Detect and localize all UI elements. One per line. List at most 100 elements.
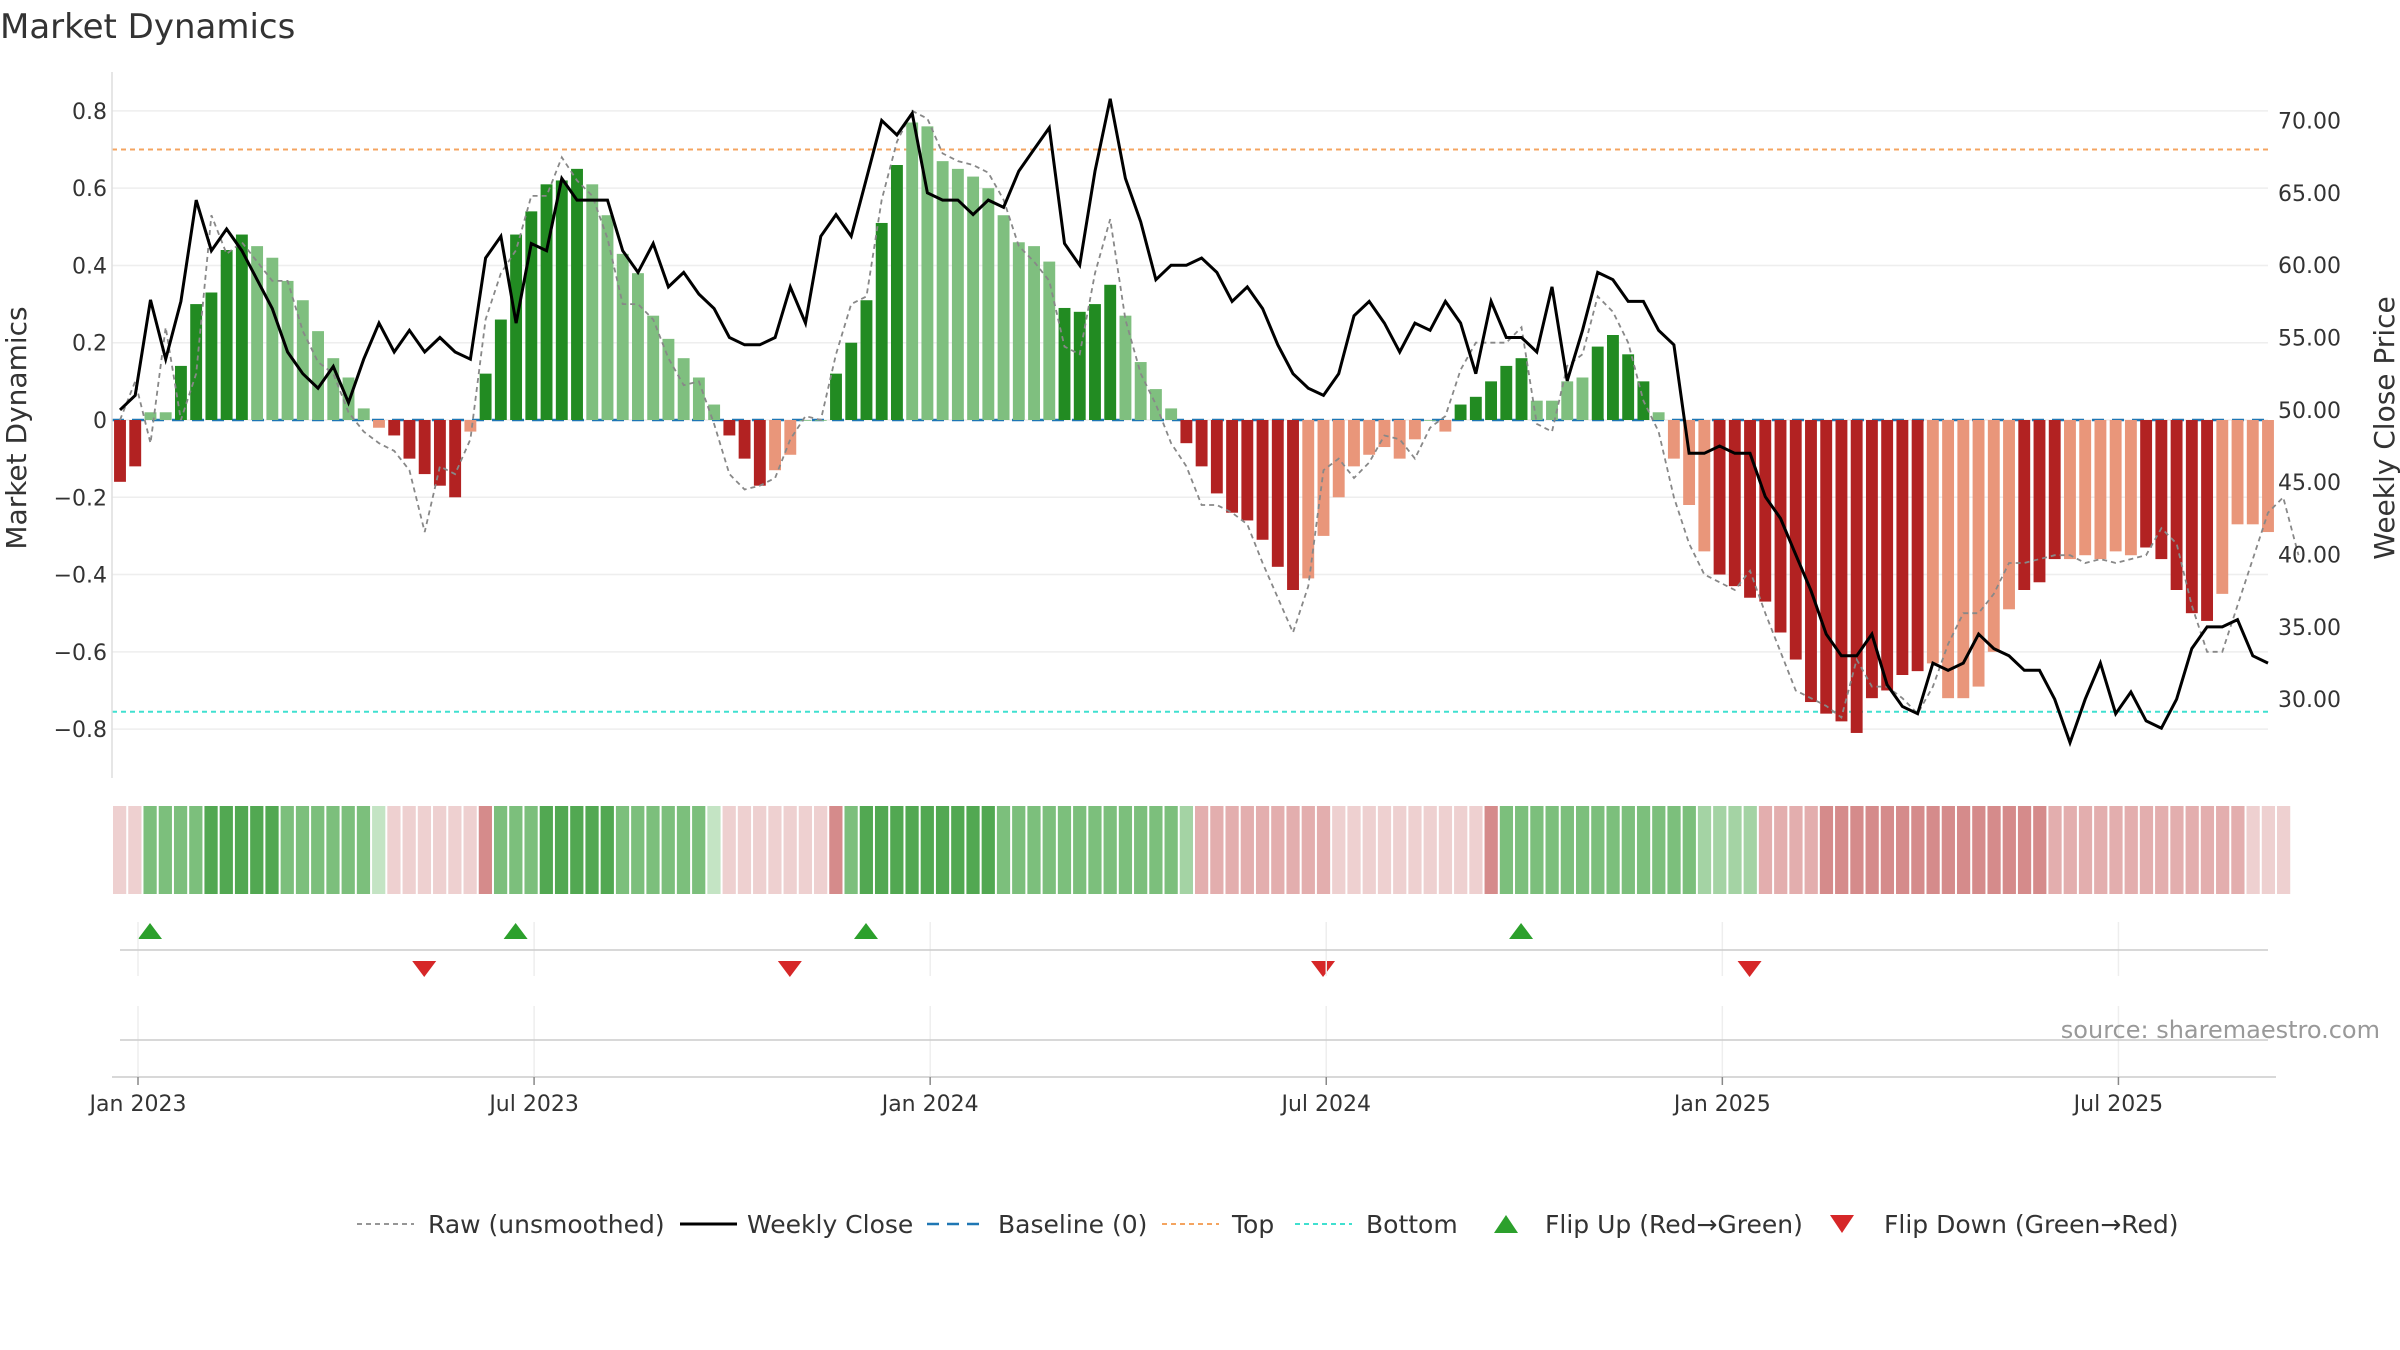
regime-strip-cell xyxy=(1941,806,1955,894)
regime-strip-cell xyxy=(1667,806,1681,894)
regime-strip-cell xyxy=(143,806,157,894)
histogram-bar xyxy=(845,342,858,420)
regime-strip-cell xyxy=(1042,806,1056,894)
regime-strip-cell xyxy=(1713,806,1727,894)
histogram-bar xyxy=(997,215,1010,420)
histogram-bar xyxy=(235,234,248,420)
legend-swatch-flip-up xyxy=(1494,1215,1518,1233)
histogram-bar xyxy=(784,420,797,455)
y-left-tick-label: −0.2 xyxy=(54,486,107,511)
histogram-bar xyxy=(2262,420,2274,533)
flip-up-marker xyxy=(1509,923,1534,939)
regime-strip-cell xyxy=(204,806,218,894)
y-left-tick-label: −0.6 xyxy=(54,641,107,666)
chart-title: Market Dynamics xyxy=(0,7,295,47)
regime-strip-cell xyxy=(2017,806,2032,894)
histogram-bar xyxy=(616,253,629,420)
regime-strip-cell xyxy=(113,806,127,894)
legend-label: Flip Up (Red→Green) xyxy=(1545,1210,1803,1239)
histogram-bar xyxy=(1378,420,1391,448)
histogram-bar xyxy=(1530,400,1543,420)
regime-strip-cell xyxy=(1774,806,1788,894)
regime-strip-cell xyxy=(2109,806,2123,894)
histogram-bar xyxy=(2185,420,2198,614)
regime-strip-cell xyxy=(509,806,523,894)
histogram-bar xyxy=(1881,420,1894,691)
regime-strip-cell xyxy=(600,806,614,894)
regime-strip-cell xyxy=(493,806,508,894)
histogram-bar xyxy=(266,257,279,420)
y-left-tick-label: 0.4 xyxy=(72,254,107,279)
histogram-bar xyxy=(433,420,446,486)
regime-strip-cell xyxy=(2216,806,2230,894)
regime-strip-cell xyxy=(737,806,752,894)
regime-strip-cell xyxy=(295,806,310,894)
regime-strip-cell xyxy=(585,806,599,894)
regime-strip-cell xyxy=(1301,806,1315,894)
histogram-bar xyxy=(494,319,507,420)
regime-strip-cell xyxy=(1515,806,1529,894)
regime-strip-cell xyxy=(2033,806,2047,894)
y-left-tick-label: 0 xyxy=(93,409,107,434)
regime-strip-cell xyxy=(1591,806,1605,894)
regime-strip-cell xyxy=(2277,806,2291,894)
regime-strip-cell xyxy=(448,806,462,894)
regime-strip-cell xyxy=(768,806,782,894)
histogram-bar xyxy=(571,168,583,420)
regime-strip-cell xyxy=(234,806,249,894)
regime-strip-cell xyxy=(539,806,553,894)
regime-strip-cell xyxy=(1530,806,1544,894)
histogram-bars xyxy=(114,122,2274,733)
y-left-tick-label: −0.8 xyxy=(54,718,107,743)
legend-label: Bottom xyxy=(1366,1210,1458,1239)
histogram-bar xyxy=(1089,304,1101,420)
histogram-bar xyxy=(1546,400,1558,420)
histogram-bar xyxy=(144,412,157,420)
histogram-bar xyxy=(647,315,660,420)
histogram-bar xyxy=(1926,420,1939,664)
x-axis: Jan 2023 Jul 2023 Jan 2024 Jul 2024 Jan 2025… xyxy=(88,922,2276,1117)
histogram-bar xyxy=(1287,420,1299,590)
legend-swatch-flip-down xyxy=(1830,1215,1854,1233)
regime-strip-cell xyxy=(2200,806,2215,894)
regime-strip-cell xyxy=(2261,806,2275,894)
histogram-bar xyxy=(479,373,492,420)
histogram-bar xyxy=(1439,420,1452,432)
histogram-bar xyxy=(1835,420,1848,722)
regime-strip-cell xyxy=(1743,806,1757,894)
regime-strip-cell xyxy=(265,806,279,894)
flip-markers xyxy=(138,923,1762,977)
regime-strip-cell xyxy=(1835,806,1849,894)
regime-strip-cell xyxy=(1195,806,1209,894)
regime-strip-cell xyxy=(2139,806,2154,894)
histogram-bar xyxy=(388,420,401,436)
histogram-bar xyxy=(1500,365,1513,420)
regime-strip-cell xyxy=(692,806,706,894)
regime-strip-cell xyxy=(966,806,980,894)
y-right-tick-label: 65.00 xyxy=(2278,182,2341,207)
histogram-bar xyxy=(1134,362,1147,420)
histogram-bar xyxy=(1469,396,1482,420)
regime-strip-cell xyxy=(1682,806,1696,894)
regime-strip-cell xyxy=(844,806,858,894)
histogram-bar xyxy=(1149,389,1162,420)
x-tick-label: Jul 2024 xyxy=(1279,1092,1371,1117)
regime-strip-cell xyxy=(1804,806,1818,894)
regime-strip-cell xyxy=(2002,806,2016,894)
flip-down-marker xyxy=(412,961,437,977)
histogram-bar xyxy=(1012,242,1025,420)
regime-strip-cell xyxy=(463,806,477,894)
histogram-bar xyxy=(1119,315,1132,420)
regime-strip-cell xyxy=(1286,806,1300,894)
histogram-bar xyxy=(1667,420,1680,459)
regime-strip-cell xyxy=(2170,806,2184,894)
y-right-tick-label: 60.00 xyxy=(2278,254,2341,279)
histogram-bar xyxy=(951,168,964,420)
regime-strip-cell xyxy=(189,806,203,894)
histogram-bar xyxy=(2231,420,2244,525)
regime-strip-cell xyxy=(1149,806,1163,894)
x-tick-label: Jan 2025 xyxy=(1672,1092,1771,1117)
histogram-bar xyxy=(1195,420,1208,467)
regime-strip-cell xyxy=(341,806,355,894)
